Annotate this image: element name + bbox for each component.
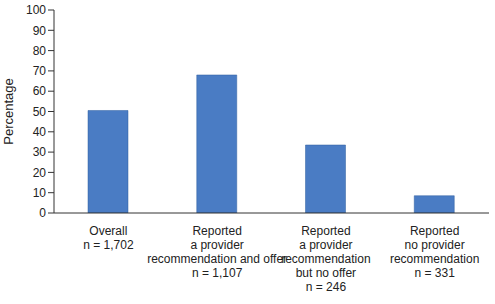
svg-text:Overalln = 1,702: Overalln = 1,702	[83, 224, 134, 252]
svg-text:90: 90	[33, 24, 47, 38]
svg-text:0: 0	[39, 206, 46, 220]
svg-text:50: 50	[33, 105, 47, 119]
svg-text:30: 30	[33, 145, 47, 159]
svg-text:Reportedno providerrecommendat: Reportedno providerrecommendationn = 331	[390, 224, 479, 280]
svg-text:Reporteda providerrecommendati: Reporteda providerrecommendationbut no o…	[281, 224, 370, 294]
svg-text:100: 100	[26, 3, 46, 17]
svg-text:10: 10	[33, 186, 47, 200]
svg-text:Reporteda providerrecommendati: Reporteda providerrecommendation and off…	[147, 224, 287, 280]
svg-text:80: 80	[33, 44, 47, 58]
svg-text:20: 20	[33, 166, 47, 180]
svg-text:Percentage: Percentage	[8, 78, 16, 145]
svg-text:60: 60	[33, 84, 47, 98]
svg-text:70: 70	[33, 64, 47, 78]
svg-text:40: 40	[33, 125, 47, 139]
